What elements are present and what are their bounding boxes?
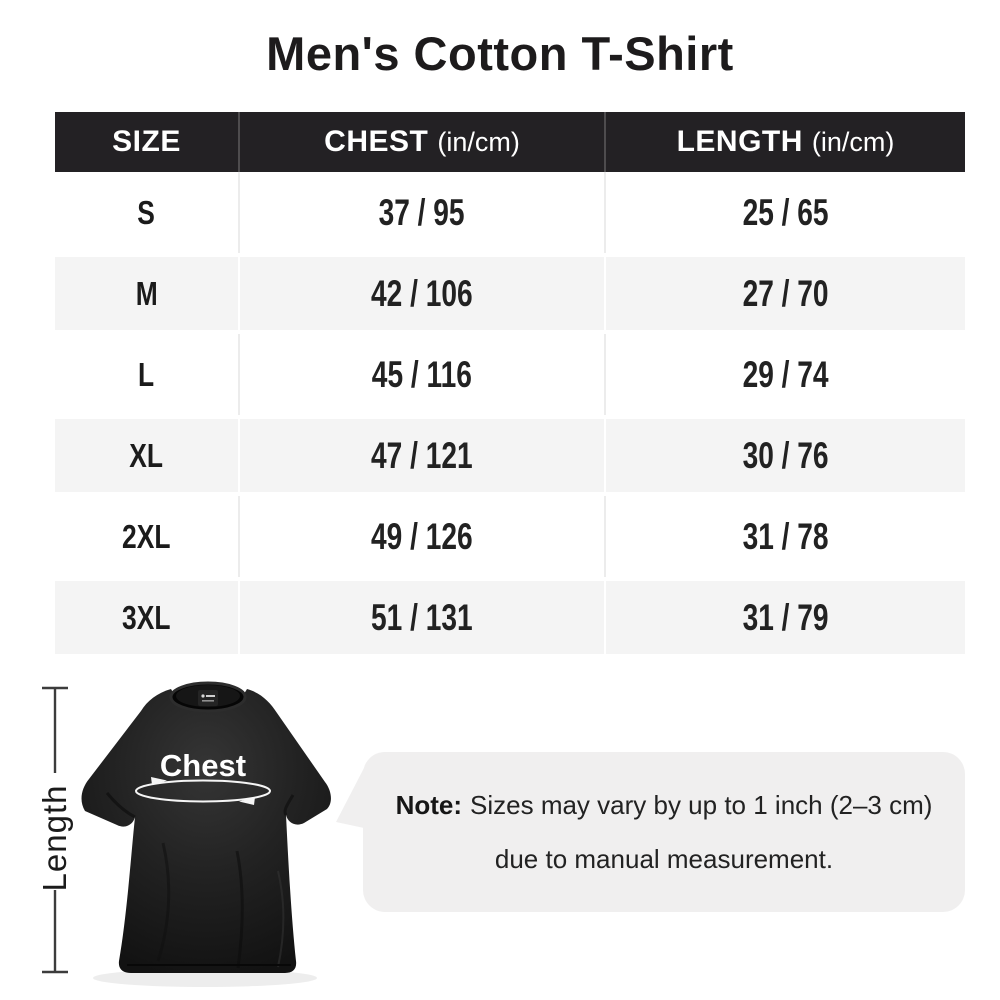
size-cell: 2XL bbox=[55, 496, 238, 577]
length-cell: 31 / 78 bbox=[604, 496, 965, 577]
cell-value: M bbox=[135, 274, 158, 312]
cell-value: 29 / 74 bbox=[742, 353, 829, 395]
chest-label: Chest bbox=[160, 748, 246, 783]
header-size: SIZE bbox=[55, 112, 238, 172]
table-row: M 42 / 106 27 / 70 bbox=[55, 253, 965, 334]
cell-value: XL bbox=[129, 436, 164, 474]
cell-value: 51 / 131 bbox=[371, 596, 473, 638]
cell-value: S bbox=[137, 193, 156, 231]
cell-value: 25 / 65 bbox=[742, 191, 829, 233]
table-row: L 45 / 116 29 / 74 bbox=[55, 334, 965, 415]
chest-cell: 47 / 121 bbox=[238, 415, 604, 496]
cell-value: 2XL bbox=[122, 517, 171, 555]
size-table-body: S 37 / 95 25 / 65 M 42 / 106 27 / 70 L 45 / 116… bbox=[55, 172, 965, 658]
length-cell: 27 / 70 bbox=[604, 253, 965, 334]
tshirt-illustration: Chest bbox=[81, 681, 331, 987]
chest-cell: 42 / 106 bbox=[238, 253, 604, 334]
length-cell: 31 / 79 bbox=[604, 577, 965, 658]
cell-value: 31 / 78 bbox=[742, 515, 829, 557]
table-row: S 37 / 95 25 / 65 bbox=[55, 172, 965, 253]
table-row: XL 47 / 121 30 / 76 bbox=[55, 415, 965, 496]
neck-tag bbox=[198, 690, 218, 706]
size-cell: M bbox=[55, 253, 238, 334]
length-cell: 29 / 74 bbox=[604, 334, 965, 415]
cell-value: 27 / 70 bbox=[742, 272, 829, 314]
cell-value: 37 / 95 bbox=[379, 191, 465, 233]
cell-value: 30 / 76 bbox=[742, 434, 829, 476]
length-cell: 25 / 65 bbox=[604, 172, 965, 253]
header-size-label: SIZE bbox=[112, 125, 181, 158]
cell-value: 31 / 79 bbox=[742, 596, 829, 638]
size-cell: 3XL bbox=[55, 577, 238, 658]
header-length: LENGTH (in/cm) bbox=[604, 112, 965, 172]
note-line-2: due to manual measurement. bbox=[494, 844, 834, 874]
size-chart-table: SIZE CHEST (in/cm) LENGTH (in/cm) S 37 / 95… bbox=[55, 112, 965, 658]
header-chest-label: CHEST bbox=[324, 125, 429, 158]
shirt-shadow bbox=[93, 969, 317, 987]
length-measure-line bbox=[42, 686, 68, 974]
size-chart-header: SIZE CHEST (in/cm) LENGTH (in/cm) bbox=[55, 112, 965, 172]
page-title: Men's Cotton T-Shirt bbox=[266, 27, 734, 80]
note-label: Note: bbox=[395, 790, 463, 820]
cell-value: 49 / 126 bbox=[371, 515, 473, 557]
collar-rib bbox=[169, 681, 247, 713]
size-cell: XL bbox=[55, 415, 238, 496]
cell-value: 42 / 106 bbox=[371, 272, 473, 314]
shirt-body bbox=[81, 689, 331, 973]
chest-measure-ellipse bbox=[135, 777, 271, 805]
cell-value: L bbox=[138, 355, 155, 393]
cell-value: 45 / 116 bbox=[371, 353, 473, 395]
length-cell: 30 / 76 bbox=[604, 415, 965, 496]
note-bubble: Note: Sizes may vary by up to 1 inch (2–3… bbox=[336, 752, 965, 912]
header-row: SIZE CHEST (in/cm) LENGTH (in/cm) bbox=[55, 112, 965, 172]
header-chest: CHEST (in/cm) bbox=[238, 112, 604, 172]
header-length-unit: (in/cm) bbox=[811, 127, 895, 157]
note-line-1: Note: Sizes may vary by up to 1 inch (2–3… bbox=[395, 790, 933, 820]
cell-value: 3XL bbox=[122, 598, 171, 636]
chest-cell: 49 / 126 bbox=[238, 496, 604, 577]
chest-cell: 37 / 95 bbox=[238, 172, 604, 253]
chest-cell: 45 / 116 bbox=[238, 334, 604, 415]
table-row: 2XL 49 / 126 31 / 78 bbox=[55, 496, 965, 577]
chest-cell: 51 / 131 bbox=[238, 577, 604, 658]
table-row: 3XL 51 / 131 31 / 79 bbox=[55, 577, 965, 658]
size-cell: L bbox=[55, 334, 238, 415]
size-cell: S bbox=[55, 172, 238, 253]
header-length-label: LENGTH bbox=[676, 125, 803, 158]
header-chest-unit: (in/cm) bbox=[437, 127, 520, 157]
cell-value: 47 / 121 bbox=[371, 434, 473, 476]
